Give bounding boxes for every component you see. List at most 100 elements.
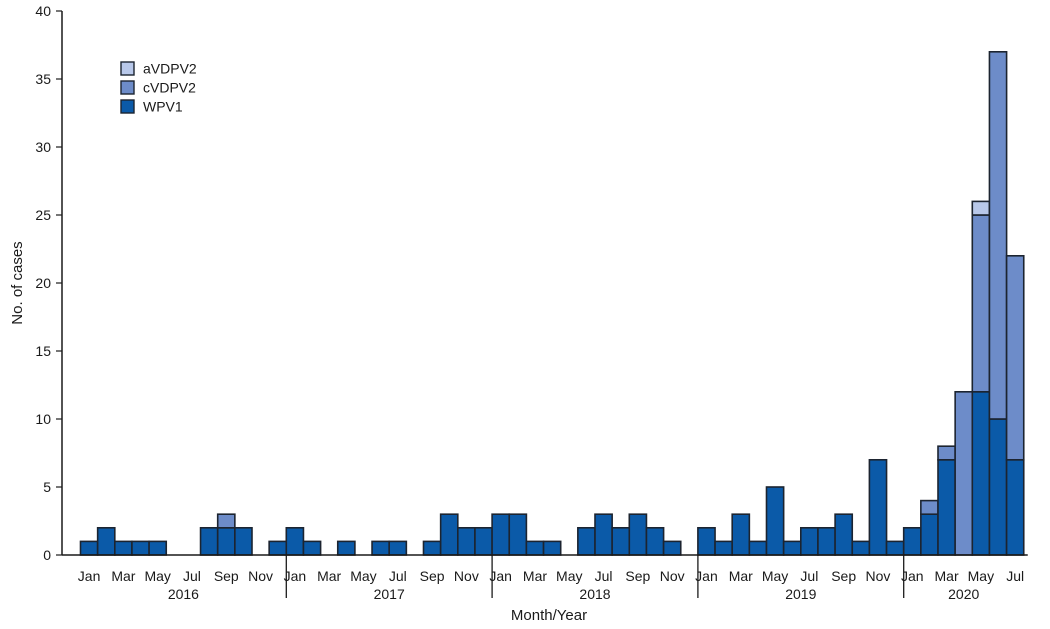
x-year-label: 2016 bbox=[168, 586, 199, 602]
x-month-label: May bbox=[350, 568, 376, 584]
x-month-label: Jan bbox=[78, 568, 101, 584]
bar-cvdpv2 bbox=[954, 390, 974, 556]
y-tick-label: 25 bbox=[35, 207, 51, 223]
x-year-label: 2017 bbox=[374, 586, 405, 602]
bar-wpv1 bbox=[508, 513, 528, 556]
bar-wpv1 bbox=[1005, 458, 1025, 556]
x-year-label: 2020 bbox=[948, 586, 979, 602]
x-month-label: May bbox=[144, 568, 170, 584]
bar-cvdpv2 bbox=[216, 513, 236, 529]
bar-wpv1 bbox=[731, 513, 751, 556]
legend: aVDPV2 cVDPV2 WPV1 bbox=[120, 61, 197, 115]
bar-wpv1 bbox=[971, 390, 991, 556]
legend-label: aVDPV2 bbox=[143, 61, 197, 77]
bar-cvdpv2 bbox=[920, 499, 939, 516]
y-tick-label: 40 bbox=[35, 3, 51, 19]
y-tick-label: 5 bbox=[43, 479, 51, 495]
x-month-label: May bbox=[556, 568, 582, 584]
x-month-label: Nov bbox=[660, 568, 685, 584]
bar-wpv1 bbox=[645, 526, 665, 556]
y-tick-label: 10 bbox=[35, 411, 51, 427]
bar-wpv1 bbox=[422, 540, 442, 556]
x-month-label: Sep bbox=[831, 568, 856, 584]
bar-wpv1 bbox=[114, 540, 133, 556]
x-month-label: Sep bbox=[420, 568, 445, 584]
y-tick-label: 0 bbox=[43, 547, 51, 563]
bar-wpv1 bbox=[868, 458, 888, 556]
legend-label: cVDPV2 bbox=[143, 80, 196, 96]
bar-wpv1 bbox=[542, 540, 562, 556]
bar-wpv1 bbox=[96, 526, 116, 556]
bars-group bbox=[79, 50, 1025, 556]
x-month-label: Nov bbox=[248, 568, 273, 584]
bar-wpv1 bbox=[491, 513, 511, 556]
bar-wpv1 bbox=[920, 513, 939, 556]
y-tick-label: 35 bbox=[35, 71, 51, 87]
bar-wpv1 bbox=[782, 540, 802, 556]
bar-wpv1 bbox=[714, 540, 733, 556]
x-month-label: Jan bbox=[284, 568, 307, 584]
bar-wpv1 bbox=[697, 526, 716, 556]
x-month-label: May bbox=[762, 568, 788, 584]
x-year-label: 2019 bbox=[785, 586, 816, 602]
bar-wpv1 bbox=[799, 526, 819, 556]
bar-wpv1 bbox=[525, 540, 545, 556]
y-tick-label: 30 bbox=[35, 139, 51, 155]
y-axis-label: No. of cases bbox=[9, 241, 26, 324]
bar-wpv1 bbox=[662, 540, 682, 556]
y-axis-ticks: 0 5 10 15 20 25 30 35 40 bbox=[35, 3, 62, 563]
x-month-label: Jan bbox=[695, 568, 718, 584]
y-tick-label: 15 bbox=[35, 343, 51, 359]
bar-wpv1 bbox=[336, 540, 356, 556]
bar-wpv1 bbox=[199, 526, 219, 556]
bar-wpv1 bbox=[216, 526, 236, 556]
x-month-label: Nov bbox=[866, 568, 891, 584]
bar-wpv1 bbox=[302, 540, 322, 556]
bar-wpv1 bbox=[234, 526, 253, 556]
legend-swatch-cvdpv2 bbox=[120, 80, 135, 95]
bar-wpv1 bbox=[131, 540, 150, 556]
bar-cvdpv2 bbox=[1005, 255, 1025, 461]
bar-wpv1 bbox=[456, 526, 476, 556]
x-month-label: Jan bbox=[901, 568, 924, 584]
bar-wpv1 bbox=[748, 540, 768, 556]
bar-wpv1 bbox=[628, 513, 648, 556]
bar-wpv1 bbox=[79, 540, 99, 556]
bar-wpv1 bbox=[371, 540, 390, 556]
x-month-label: Sep bbox=[214, 568, 239, 584]
x-axis-ticks: Jan Mar May Jul Sep Nov 2016 Jan Mar May Jul Sep Nov… bbox=[78, 555, 1024, 602]
bar-wpv1 bbox=[851, 540, 871, 556]
bar-wpv1 bbox=[834, 513, 854, 556]
x-month-label: May bbox=[968, 568, 994, 584]
bar-wpv1 bbox=[474, 526, 493, 556]
legend-swatch-avdpv2 bbox=[120, 61, 135, 76]
x-month-label: Jan bbox=[489, 568, 512, 584]
bar-wpv1 bbox=[439, 513, 459, 556]
bar-wpv1 bbox=[937, 458, 956, 556]
bar-wpv1 bbox=[885, 540, 905, 556]
y-tick-label: 20 bbox=[35, 275, 51, 291]
bar-wpv1 bbox=[268, 540, 288, 556]
x-year-label: 2018 bbox=[579, 586, 610, 602]
bar-wpv1 bbox=[902, 526, 922, 556]
x-month-label: Nov bbox=[454, 568, 479, 584]
x-month-label: Mar bbox=[111, 568, 135, 584]
bar-cvdpv2 bbox=[971, 214, 991, 393]
bar-wpv1 bbox=[611, 526, 631, 556]
x-month-label: Jul bbox=[800, 568, 818, 584]
bar-wpv1 bbox=[577, 526, 596, 556]
bar-wpv1 bbox=[817, 526, 836, 556]
bar-avdpv2 bbox=[971, 200, 991, 216]
legend-label: WPV1 bbox=[143, 99, 183, 115]
bar-cvdpv2 bbox=[937, 445, 956, 461]
legend-swatch-wpv1 bbox=[120, 99, 135, 114]
x-month-label: Mar bbox=[729, 568, 753, 584]
bar-wpv1 bbox=[765, 486, 785, 556]
x-month-label: Mar bbox=[935, 568, 959, 584]
x-month-label: Jul bbox=[595, 568, 613, 584]
x-month-label: Jul bbox=[389, 568, 407, 584]
x-month-label: Mar bbox=[317, 568, 341, 584]
axes bbox=[61, 11, 1028, 556]
bar-wpv1 bbox=[148, 540, 168, 556]
